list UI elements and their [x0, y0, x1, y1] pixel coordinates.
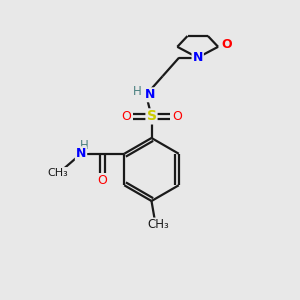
Text: N: N — [193, 51, 203, 64]
Text: S: S — [146, 110, 157, 123]
Text: O: O — [172, 110, 182, 123]
Text: O: O — [122, 110, 131, 123]
Text: H: H — [80, 139, 88, 152]
Text: O: O — [221, 38, 232, 51]
Text: CH₃: CH₃ — [147, 218, 169, 232]
Text: H: H — [133, 85, 142, 98]
Text: CH₃: CH₃ — [47, 168, 68, 178]
Text: N: N — [76, 147, 86, 160]
Text: N: N — [145, 88, 155, 101]
Text: O: O — [98, 174, 108, 187]
